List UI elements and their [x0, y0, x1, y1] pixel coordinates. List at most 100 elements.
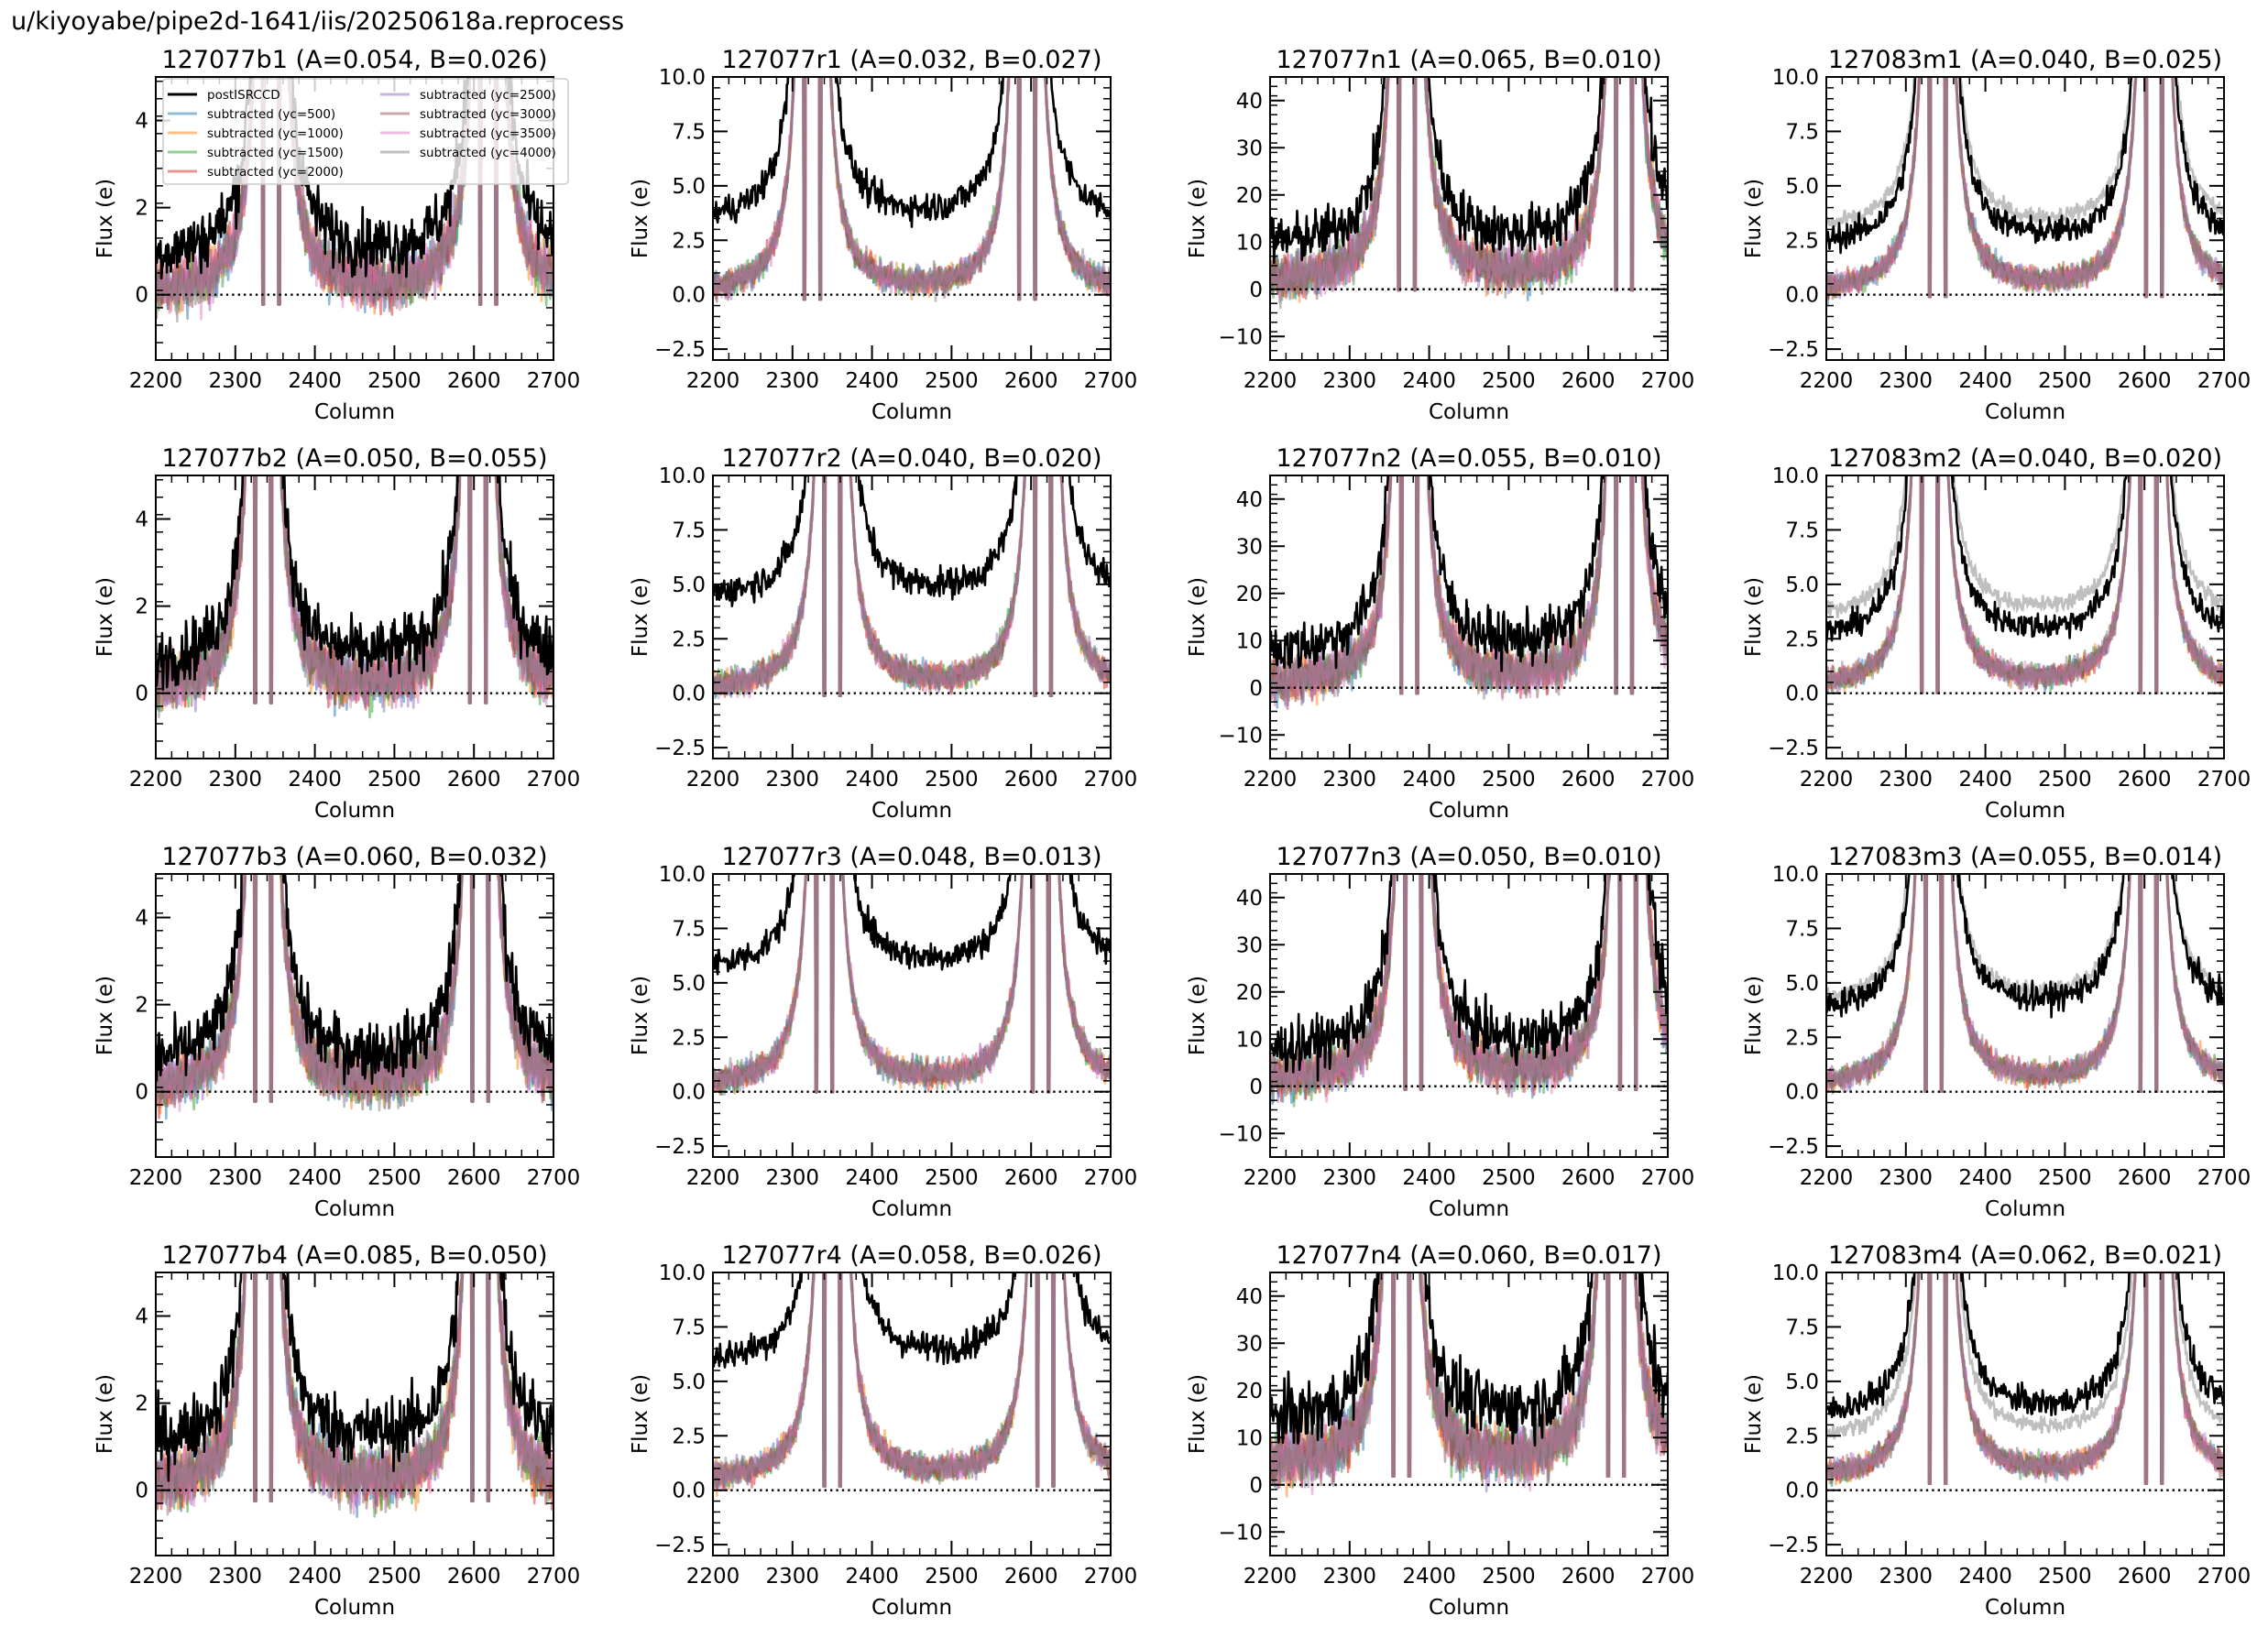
subplot-5: 2200 2300 2400 2500 2600 2700 0 2 4 127077b2 (A=0… — [93, 444, 581, 823]
y-axis-label: Flux (e) — [1186, 179, 1210, 258]
x-tick-label: 2200 — [1800, 369, 1854, 393]
y-tick-label: 40 — [1236, 90, 1263, 114]
series-line-subtracted-yc-4000- — [156, 475, 553, 718]
x-tick-label: 2700 — [1641, 369, 1695, 393]
legend-label: subtracted (yc=1500) — [207, 146, 344, 160]
x-tick-label: 2700 — [1084, 1565, 1138, 1589]
x-tick-label: 2400 — [1402, 369, 1456, 393]
plot-area — [156, 77, 553, 323]
series-line-postisrccd — [1826, 77, 2224, 255]
x-tick-label: 2700 — [527, 1565, 581, 1589]
x-axis-label: Column — [1429, 1197, 1509, 1221]
x-tick-label: 2300 — [1879, 1565, 1934, 1589]
x-tick-label: 2700 — [1084, 369, 1138, 393]
x-tick-label: 2200 — [129, 768, 183, 792]
axes-frame — [155, 1272, 554, 1556]
x-tick-label: 2700 — [527, 1166, 581, 1190]
x-tick-label: 2400 — [845, 1166, 899, 1190]
y-tick-label: 2.5 — [1785, 1425, 1819, 1448]
y-axis-label: Flux (e) — [1742, 976, 1766, 1055]
legend-label: subtracted (yc=3000) — [420, 107, 556, 122]
subplot-9: 2200 2300 2400 2500 2600 2700 0 2 4 127077b3 (A=0… — [93, 843, 581, 1221]
y-tick-label: 2.5 — [672, 1425, 706, 1448]
subplot-title: 127077r3 (A=0.048, B=0.013) — [722, 843, 1102, 871]
x-tick-label: 2600 — [447, 1166, 501, 1190]
x-tick-label: 2300 — [1879, 1166, 1934, 1190]
subplot-12: 2200 2300 2400 2500 2600 2700 −2.5 0.0 2.5 5.0 7.5… — [1742, 843, 2251, 1221]
series-line-postisrccd — [1826, 475, 2224, 643]
plot-area — [713, 1272, 1111, 1497]
y-tick-label: 2.5 — [672, 1026, 706, 1050]
legend-box — [162, 78, 569, 185]
y-tick-label: 40 — [1236, 887, 1263, 911]
subplot-title: 127077b2 (A=0.050, B=0.055) — [161, 444, 547, 473]
plot-area — [1826, 475, 2224, 695]
x-tick-label: 2300 — [1323, 369, 1377, 393]
x-tick-label: 2400 — [288, 369, 342, 393]
axes-frame — [155, 76, 554, 361]
y-tick-label: 10.0 — [659, 66, 706, 90]
x-tick-label: 2300 — [766, 768, 820, 792]
plot-area — [713, 874, 1111, 1097]
subplot-title: 127077r1 (A=0.032, B=0.027) — [722, 46, 1102, 74]
subplot-title: 127083m1 (A=0.040, B=0.025) — [1828, 46, 2222, 74]
x-tick-label: 2600 — [1004, 768, 1058, 792]
subplot-title: 127077n2 (A=0.055, B=0.010) — [1276, 444, 1661, 473]
y-tick-label: 0 — [1249, 1076, 1263, 1099]
y-tick-label: 30 — [1236, 934, 1263, 957]
y-tick-label: −2.5 — [654, 1135, 706, 1159]
plot-area — [1270, 77, 1668, 310]
x-tick-label: 2200 — [1800, 1166, 1854, 1190]
x-tick-label: 2700 — [527, 768, 581, 792]
x-tick-label: 2200 — [129, 369, 183, 393]
y-tick-label: 7.5 — [672, 519, 706, 542]
series-line-subtracted-yc-4000- — [1270, 1272, 1668, 1489]
legend-label: subtracted (yc=500) — [207, 107, 335, 122]
subplot-title: 127083m4 (A=0.062, B=0.021) — [1828, 1241, 2222, 1270]
y-axis-label: Flux (e) — [93, 577, 117, 657]
y-tick-label: 0 — [135, 284, 148, 308]
series-line-postisrccd — [713, 475, 1111, 607]
subplot-title: 127083m3 (A=0.055, B=0.014) — [1828, 843, 2222, 871]
y-tick-label: 10 — [1236, 231, 1263, 255]
x-tick-label: 2600 — [1004, 1565, 1058, 1589]
series-line-gray-elevated — [1826, 475, 2224, 618]
subplot-4: 2200 2300 2400 2500 2600 2700 −2.5 0.0 2.5 5.0 7.5… — [1742, 46, 2251, 424]
x-tick-label: 2500 — [2038, 369, 2092, 393]
series-line-subtracted-yc-3500- — [1826, 77, 2224, 299]
subplot-8: 2200 2300 2400 2500 2600 2700 −2.5 0.0 2.5 5.0 7.5… — [1742, 444, 2251, 823]
x-axis-label: Column — [1429, 400, 1509, 424]
y-tick-label: 10 — [1236, 629, 1263, 653]
axes-frame — [1825, 1272, 2225, 1556]
y-tick-label: 30 — [1236, 535, 1263, 559]
axes-frame — [155, 475, 554, 759]
y-tick-label: 0.0 — [1785, 1081, 1819, 1105]
series-line-subtracted-yc-3500- — [1270, 77, 1668, 304]
y-tick-label: 30 — [1236, 1332, 1263, 1356]
y-tick-label: 10.0 — [659, 863, 706, 887]
plot-area — [713, 77, 1111, 303]
y-tick-label: 10.0 — [1772, 863, 1819, 887]
y-tick-label: 10.0 — [1772, 66, 1819, 90]
x-tick-label: 2500 — [367, 1166, 422, 1190]
x-tick-label: 2400 — [1402, 1565, 1456, 1589]
y-tick-label: 0.0 — [672, 682, 706, 706]
x-tick-label: 2200 — [1244, 1565, 1298, 1589]
x-tick-label: 2700 — [1641, 768, 1695, 792]
x-tick-label: 2200 — [129, 1565, 183, 1589]
subplot-title: 127077r2 (A=0.040, B=0.020) — [722, 444, 1102, 473]
subplot-16: 2200 2300 2400 2500 2600 2700 −2.5 0.0 2.5 5.0 7.5… — [1742, 1241, 2251, 1620]
y-tick-label: −2.5 — [1768, 1135, 1819, 1159]
x-axis-label: Column — [1985, 1596, 2065, 1620]
x-tick-label: 2500 — [2038, 1565, 2092, 1589]
series-line-postisrccd — [156, 475, 553, 692]
x-axis-label: Column — [1985, 1197, 2065, 1221]
x-tick-label: 2200 — [1244, 1166, 1298, 1190]
x-tick-label: 2300 — [209, 1166, 263, 1190]
series-line-subtracted-yc-4000- — [713, 874, 1111, 1096]
series-line-postisrccd — [713, 1272, 1111, 1369]
x-axis-label: Column — [1985, 400, 2065, 424]
y-tick-label: 4 — [135, 110, 148, 134]
series-line-postisrccd — [1826, 874, 2224, 1019]
x-tick-label: 2500 — [1482, 768, 1536, 792]
